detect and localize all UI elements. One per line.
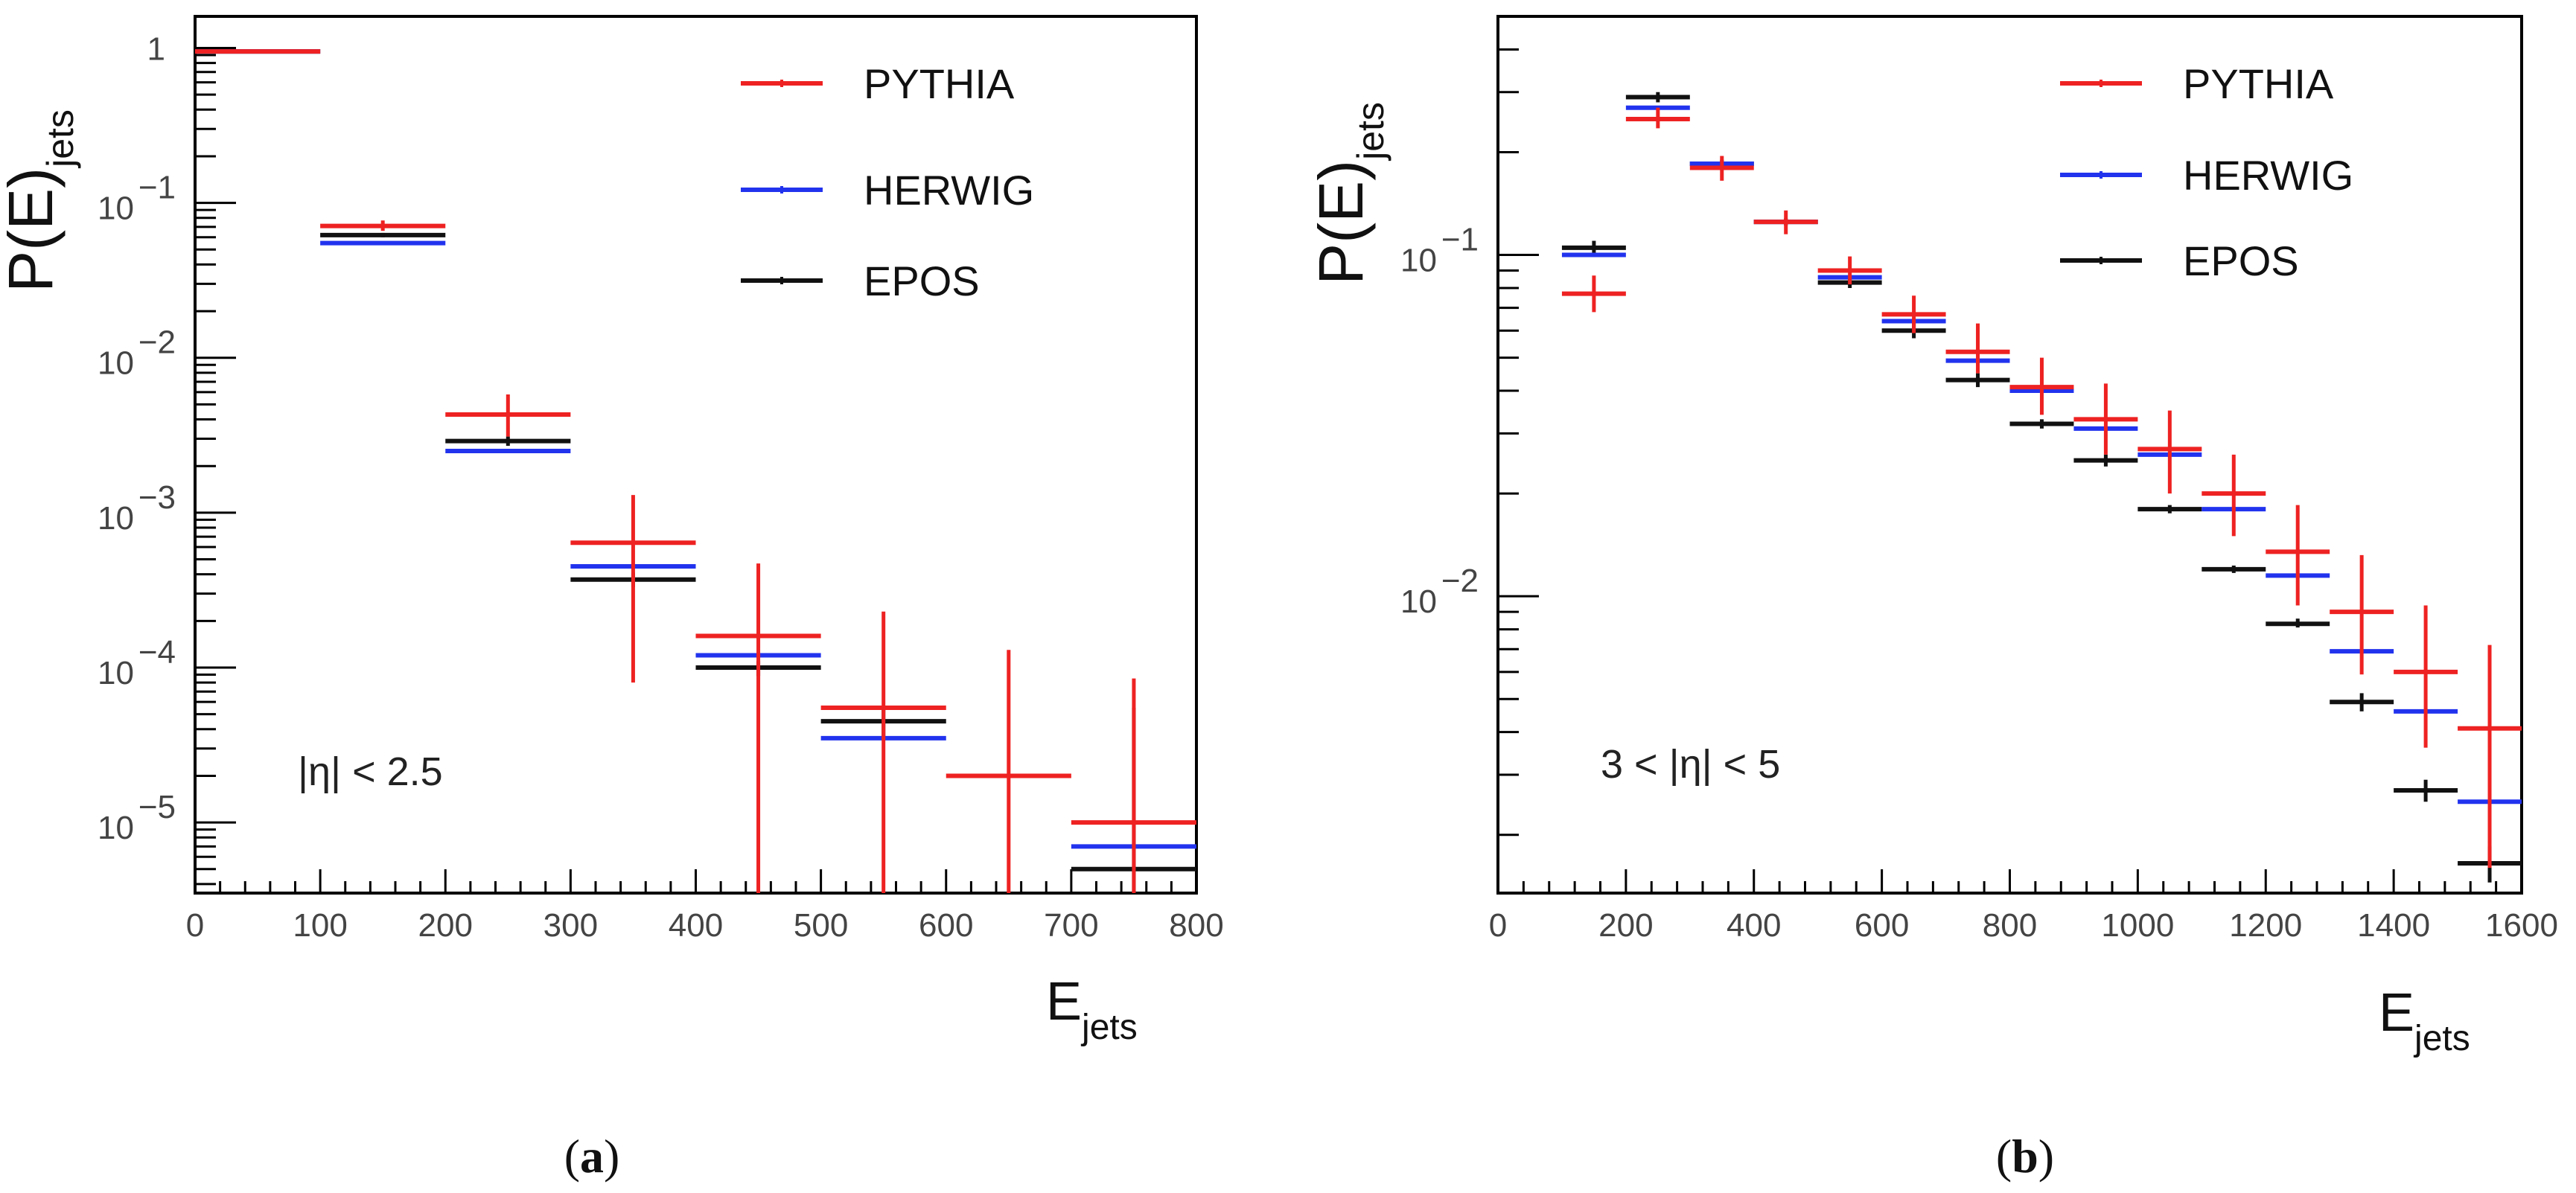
y-tick-label: 1: [147, 31, 165, 67]
y-tick-exponent: −1: [1441, 222, 1479, 258]
x-tick-label: 600: [1855, 907, 1909, 944]
x-tick-label: 0: [186, 907, 204, 944]
y-axis-label: P(E)jets: [1306, 102, 1391, 285]
legend-label-epos: EPOS: [2183, 237, 2299, 284]
x-tick-label: 1600: [2485, 907, 2558, 944]
x-axis-label: Ejets: [2379, 983, 2470, 1058]
x-tick-label: 100: [293, 907, 347, 944]
x-tick-label: 1000: [2101, 907, 2174, 944]
y-tick-label: 10: [98, 345, 134, 382]
x-tick-label: 300: [543, 907, 598, 944]
caption-paren-open: (: [1996, 1130, 2012, 1183]
x-tick-label: 400: [669, 907, 723, 944]
legend-label-pythia: PYTHIA: [864, 60, 1015, 107]
x-axis-label-sub: jets: [2413, 1019, 2470, 1058]
x-tick-label: 600: [919, 907, 973, 944]
series-pythia: [1561, 107, 2522, 869]
y-axis-label-sub: jets: [39, 109, 81, 169]
series-pythia: [195, 49, 1196, 893]
y-tick-exponent: −2: [1441, 563, 1479, 599]
x-axis-label-sub: jets: [1080, 1008, 1138, 1047]
caption-paren-close: ): [2038, 1130, 2054, 1183]
y-tick-label: 10: [98, 810, 134, 846]
caption-paren-open: (: [564, 1130, 580, 1183]
y-tick-label: 10: [1400, 583, 1437, 620]
y-tick-label: 10: [98, 500, 134, 537]
x-tick-label: 800: [1983, 907, 2037, 944]
panel-caption: (a): [564, 1130, 620, 1183]
x-tick-label: 800: [1169, 907, 1223, 944]
x-tick-label: 400: [1727, 907, 1781, 944]
legend-label-herwig: HERWIG: [864, 167, 1034, 214]
legend-label-epos: EPOS: [864, 258, 980, 304]
x-tick-label: 700: [1044, 907, 1098, 944]
series-herwig: [1561, 105, 2522, 805]
panel-a: 0 100 200 300 400 500 600 700 800110−110−210−310…: [0, 15, 1224, 1183]
panel-caption: (b): [1996, 1130, 2054, 1183]
region-annotation: |η| < 2.5: [298, 749, 443, 794]
caption-letter: a: [580, 1130, 604, 1183]
x-tick-label: 1400: [2357, 907, 2430, 944]
x-tick-label: 1200: [2229, 907, 2302, 944]
y-axis-label-sub: jets: [1350, 102, 1391, 161]
y-tick-exponent: −3: [138, 479, 176, 516]
y-axis-label: P(E)jets: [0, 109, 81, 292]
legend-label-pythia: PYTHIA: [2183, 60, 2334, 107]
panel-b: 0 200 400 600 800 1000 1200 1400 160010−110−2P(E…: [1306, 15, 2558, 1183]
x-axis-label-main: E: [1046, 972, 1082, 1032]
x-tick-label: 200: [1598, 907, 1653, 944]
region-annotation: 3 < |η| < 5: [1601, 742, 1780, 787]
x-axis-label: Ejets: [1046, 972, 1138, 1047]
y-tick-label: 10: [98, 191, 134, 227]
caption-paren-close: ): [604, 1130, 619, 1183]
y-tick-exponent: −5: [138, 789, 176, 825]
x-tick-label: 0: [1489, 907, 1507, 944]
caption-letter: b: [2012, 1130, 2038, 1183]
y-tick-exponent: −4: [138, 634, 176, 671]
y-tick-label: 10: [1400, 243, 1437, 279]
y-axis-label-main: P(E): [0, 167, 66, 292]
y-tick-exponent: −1: [138, 170, 176, 206]
x-tick-label: 500: [794, 907, 848, 944]
x-axis-label-main: E: [2379, 983, 2414, 1043]
y-tick-exponent: −2: [138, 324, 176, 361]
legend-label-herwig: HERWIG: [2183, 152, 2353, 199]
x-tick-label: 200: [418, 907, 473, 944]
series-herwig: [195, 49, 1196, 849]
y-tick-label: 10: [98, 655, 134, 691]
y-axis-label-main: P(E): [1306, 160, 1376, 285]
